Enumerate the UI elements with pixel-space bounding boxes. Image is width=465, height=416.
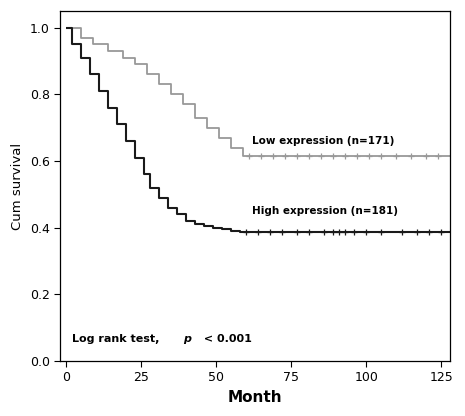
Text: Log rank test,: Log rank test,	[72, 334, 163, 344]
Y-axis label: Cum survival: Cum survival	[11, 142, 24, 230]
Text: High expression (n=181): High expression (n=181)	[252, 206, 398, 216]
Text: Low expression (n=171): Low expression (n=171)	[252, 136, 395, 146]
Text: < 0.001: < 0.001	[199, 334, 252, 344]
Text: p: p	[183, 334, 191, 344]
X-axis label: Month: Month	[228, 390, 283, 405]
